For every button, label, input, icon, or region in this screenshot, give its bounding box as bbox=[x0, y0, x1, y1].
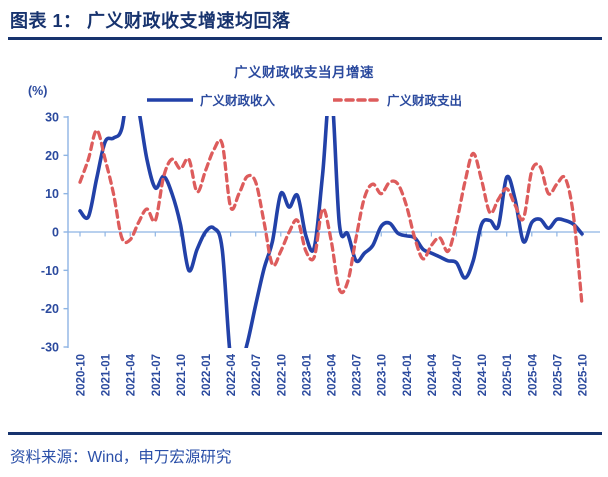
chart-title: 广义财政收支当月增速 bbox=[234, 65, 374, 80]
x-tick-label: 2025-01 bbox=[502, 353, 514, 396]
x-tick-label: 2021-01 bbox=[101, 353, 113, 396]
legend-item-revenue: 广义财政收入 bbox=[146, 90, 275, 109]
y-tick-label: -20 bbox=[41, 302, 59, 316]
x-tick-label: 2022-04 bbox=[226, 353, 238, 396]
y-tick-label: -10 bbox=[41, 264, 59, 278]
x-tick-label: 2023-01 bbox=[301, 353, 313, 396]
expenditure-line-sample-icon bbox=[333, 97, 381, 102]
revenue-line bbox=[78, 116, 584, 348]
x-tick-label: 2023-04 bbox=[327, 353, 339, 396]
x-tick-label: 2024-01 bbox=[402, 353, 414, 396]
x-tick-label: 2023-10 bbox=[377, 354, 389, 396]
line-chart-plot: 30 20 10 0 -10 -20 -30 2020-10 2021-01 2021-04 202… bbox=[41, 111, 600, 396]
revenue-line-sample-icon bbox=[146, 97, 193, 102]
x-tick-label: 2025-10 bbox=[578, 354, 590, 396]
y-tick-label: 20 bbox=[45, 149, 59, 163]
x-tick-label: 2022-07 bbox=[251, 354, 263, 396]
y-tick-label: 0 bbox=[52, 226, 59, 240]
x-tick-label: 2021-04 bbox=[126, 353, 138, 396]
y-tick-label: 30 bbox=[45, 111, 59, 125]
x-tick-label: 2022-10 bbox=[276, 354, 288, 396]
x-tick-label: 2023-07 bbox=[352, 354, 364, 396]
x-tick-label: 2021-10 bbox=[176, 354, 188, 396]
source-note: 资料来源：Wind，申万宏源研究 bbox=[10, 449, 232, 466]
x-tick-label: 2024-04 bbox=[427, 353, 439, 396]
page-title: 图表 1： 广义财政收支增速均回落 bbox=[10, 11, 291, 31]
legend-label-expenditure: 广义财政支出 bbox=[387, 94, 463, 108]
x-tick-label: 2025-07 bbox=[552, 354, 564, 396]
footer-divider bbox=[8, 432, 602, 435]
x-tick-label: 2022-01 bbox=[201, 353, 213, 396]
x-tick-label: 2024-10 bbox=[477, 354, 489, 396]
y-tick-label: -30 bbox=[41, 341, 59, 355]
x-tick-label: 2020-10 bbox=[76, 354, 88, 396]
x-tick-label: 2024-07 bbox=[452, 354, 464, 396]
expenditure-line bbox=[78, 128, 584, 307]
chart-legend: 广义财政收入 广义财政支出 bbox=[0, 90, 608, 109]
y-axis-unit-label: (%) bbox=[28, 84, 48, 98]
legend-item-expenditure: 广义财政支出 bbox=[333, 90, 462, 109]
legend-label-revenue: 广义财政收入 bbox=[199, 94, 275, 108]
x-tick-label: 2025-04 bbox=[527, 353, 539, 396]
x-tick-label: 2021-07 bbox=[151, 354, 163, 396]
header-divider bbox=[8, 37, 602, 40]
y-tick-label: 10 bbox=[45, 187, 59, 201]
